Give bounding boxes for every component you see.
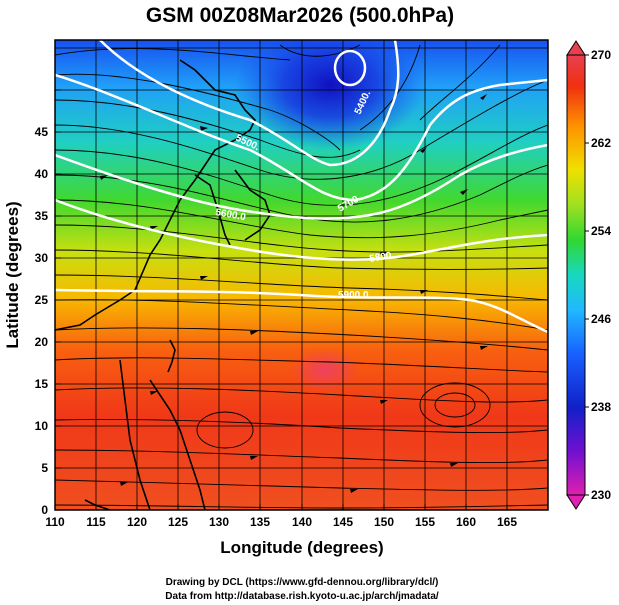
colorbar-top-triangle	[566, 40, 586, 56]
colorbar-gradient	[566, 54, 586, 496]
x-tick-label: 135	[250, 515, 270, 529]
colorbar-tick-label: 230	[591, 488, 611, 502]
warm-spot	[290, 348, 360, 392]
x-tick-label: 115	[86, 515, 106, 529]
colorbar-tick-label: 238	[591, 400, 611, 414]
contour-5600	[55, 143, 548, 220]
y-tick-label: 45	[35, 125, 49, 139]
contour-5700	[55, 198, 548, 261]
contour-5500	[55, 73, 548, 202]
colorbar-tick-label: 246	[591, 312, 611, 326]
y-tick-label: 20	[35, 335, 49, 349]
y-tick-label: 5	[41, 461, 48, 475]
y-tick-marks	[55, 89, 61, 511]
y-tick-label: 25	[35, 293, 49, 307]
x-tick-label: 120	[127, 515, 147, 529]
x-tick-label: 130	[209, 515, 229, 529]
credit-line-2: Data from http://database.rish.kyoto-u.a…	[165, 591, 439, 602]
height-contours	[55, 40, 548, 334]
x-tick-label: 145	[333, 515, 353, 529]
contour-label: 5600.0	[214, 207, 246, 223]
credit-line-1: Drawing by DCL (https://www.gfd-dennou.o…	[166, 577, 439, 588]
x-tick-label: 125	[168, 515, 188, 529]
y-tick-labels: 0 5 10 15 20 25 30 35 40 45	[35, 125, 49, 517]
graticule	[55, 40, 548, 510]
cold-low-core	[235, 40, 425, 150]
x-tick-label: 110	[45, 515, 65, 529]
x-tick-label: 165	[497, 515, 517, 529]
x-axis-label: Longitude (degrees)	[220, 538, 383, 557]
colorbar-tick-label: 254	[591, 224, 611, 238]
figure-title: GSM 00Z08Mar2026 (500.0hPa)	[146, 4, 454, 27]
colorbar-tick-label: 262	[591, 136, 611, 150]
contour-low-center	[333, 49, 367, 87]
x-tick-label: 160	[456, 515, 476, 529]
y-tick-label: 15	[35, 377, 49, 391]
x-tick-label: 155	[415, 515, 435, 529]
y-tick-label: 10	[35, 419, 49, 433]
y-axis-label: Latitude (degrees)	[3, 201, 22, 348]
colorbar-tick-label: 270	[591, 48, 611, 62]
plot-area: 5400. 5500. 5600.0 5700. 5800. 5900.0	[55, 40, 548, 510]
contour-label: 5900.0	[338, 290, 369, 301]
contour-label: 5800.	[369, 250, 396, 265]
y-tick-label: 0	[41, 503, 48, 517]
contour-5800	[55, 288, 548, 334]
y-tick-label: 40	[35, 167, 49, 181]
x-tick-label: 150	[374, 515, 394, 529]
y-tick-label: 35	[35, 209, 49, 223]
colorbar: 270 262 254 246 238 230	[566, 40, 611, 510]
x-tick-labels: 110 115 120 125 130 135 140 145 150 155 …	[45, 515, 517, 529]
contour-5400	[99, 40, 400, 167]
colorbar-bottom-triangle	[566, 494, 586, 510]
x-tick-label: 140	[292, 515, 312, 529]
x-tick-marks	[54, 504, 508, 510]
y-tick-label: 30	[35, 251, 49, 265]
